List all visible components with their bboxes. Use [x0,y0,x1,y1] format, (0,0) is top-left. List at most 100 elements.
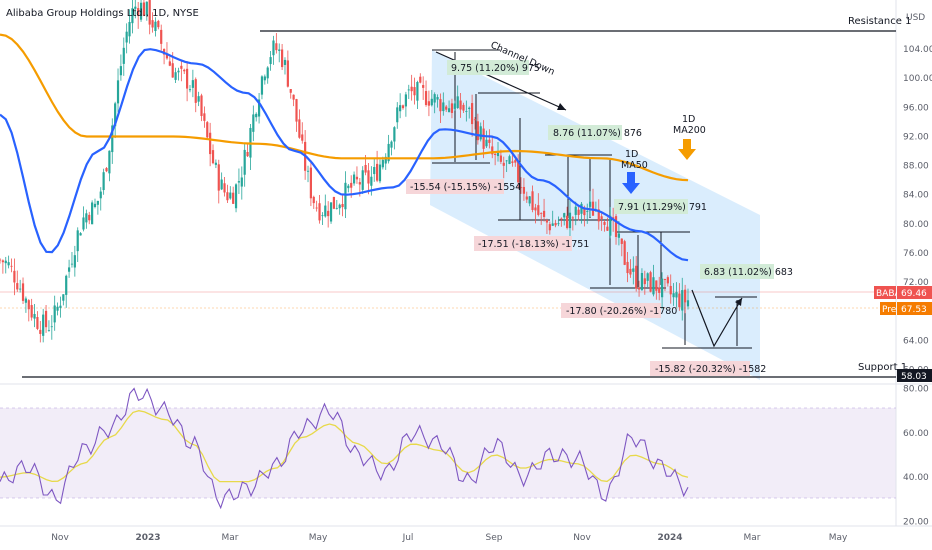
candle-body [111,125,114,153]
candle-body [373,167,376,175]
candle-body [666,277,669,284]
price-tick-9: 96.00 [903,103,929,113]
currency-label[interactable]: USD [906,13,925,23]
time-tick-8: Mar [744,533,761,543]
candle-body [211,150,215,164]
candle-body [545,219,549,223]
loss-box-2 [474,236,572,251]
candle-body [312,196,315,204]
candle-body [439,99,442,112]
candle-body [70,263,74,265]
candle-body [283,59,287,65]
baba-tag-label-bg [874,286,896,299]
loss-label-2: -17.51 (-18.13%) -1751 [478,239,589,250]
candle-body [102,172,105,191]
candle-body [1,260,4,263]
candle-body [59,305,62,308]
rsi-tick-1: 40.00 [903,473,929,483]
candle-body [298,119,301,138]
candle-body [177,70,180,73]
candle-body [50,326,53,328]
gain-box-4 [700,264,774,279]
loss-box-4 [650,361,750,376]
candle-body [684,289,687,303]
price-tick-3: 72.00 [903,278,929,288]
candle-body [139,2,143,20]
support-label: Support 1 [858,362,907,373]
candle-body [105,168,108,172]
candle-body [286,60,289,87]
candle-body [226,192,229,201]
candle-body [344,182,347,210]
ma50-label-line2: MA50 [621,160,648,171]
candle-body [7,262,10,266]
candle-body [511,161,514,163]
annotation-boxes: 9.75 (11.20%) 975 8.76 (11.07%) 876 7.91… [406,60,793,376]
gain-label-1: 9.75 (11.20%) 975 [451,63,540,74]
candle-body [491,146,494,155]
candle-body [16,283,19,290]
candle-body [387,143,390,162]
loss-box-3 [561,303,661,318]
candle-body [194,79,197,103]
candle-body [537,205,540,215]
candle-body [652,277,655,295]
candle-body [341,204,344,208]
candle-body [44,310,48,328]
candle-body [522,186,526,194]
candle-body [361,170,364,190]
time-tick-2: Mar [222,533,239,543]
candle-body [514,160,517,163]
candle-body [471,103,474,125]
candle-body [347,185,350,189]
candle-body [436,97,439,100]
candle-body [560,218,563,220]
gain-label-4: 6.83 (11.02%) 683 [704,267,793,278]
loss-label-1: -15.54 (-15.15%) -1554 [410,182,521,193]
candle-body [24,298,28,303]
candle-body [232,192,235,204]
candle-body [148,0,151,25]
candle-body [246,152,249,157]
candle-body [603,222,606,225]
candle-body [548,224,551,231]
candle-body [410,86,413,92]
baba-tag-label: BABA [876,289,902,299]
candle-body [473,119,477,121]
candle-body [30,305,33,318]
candle-body [586,211,589,212]
pre-tag-value-bg [897,302,932,315]
candle-body [19,288,22,290]
candle-body [96,200,99,205]
candle-body [554,222,557,226]
candle-body [257,99,261,117]
candle-body [571,217,574,219]
candle-body [508,156,511,164]
candle-body [142,2,146,16]
candle-body [430,98,433,106]
candle-body [419,76,422,83]
candle-body [635,265,638,289]
candle-body [528,196,531,204]
time-tick-5: Sep [486,533,503,543]
candle-body [260,76,264,95]
candle-body [626,261,629,274]
candle-body [531,191,534,210]
candle-body [390,141,393,148]
candle-body [525,196,528,200]
candle-body [10,265,13,267]
candle-body [358,182,361,185]
price-tick-6: 84.00 [903,191,929,201]
candle-body [424,91,428,105]
candle-body [370,176,373,186]
candle-body [459,100,462,110]
candle-body [557,223,560,225]
projection-arrowhead [735,298,742,306]
candle-body [606,226,609,231]
candle-body [542,210,546,217]
candle-body [551,223,554,226]
gain-label-3: 7.91 (11.29%) 791 [618,202,707,213]
time-tick-9: May [829,533,848,543]
candle-body [422,85,425,88]
candle-body [563,213,566,218]
